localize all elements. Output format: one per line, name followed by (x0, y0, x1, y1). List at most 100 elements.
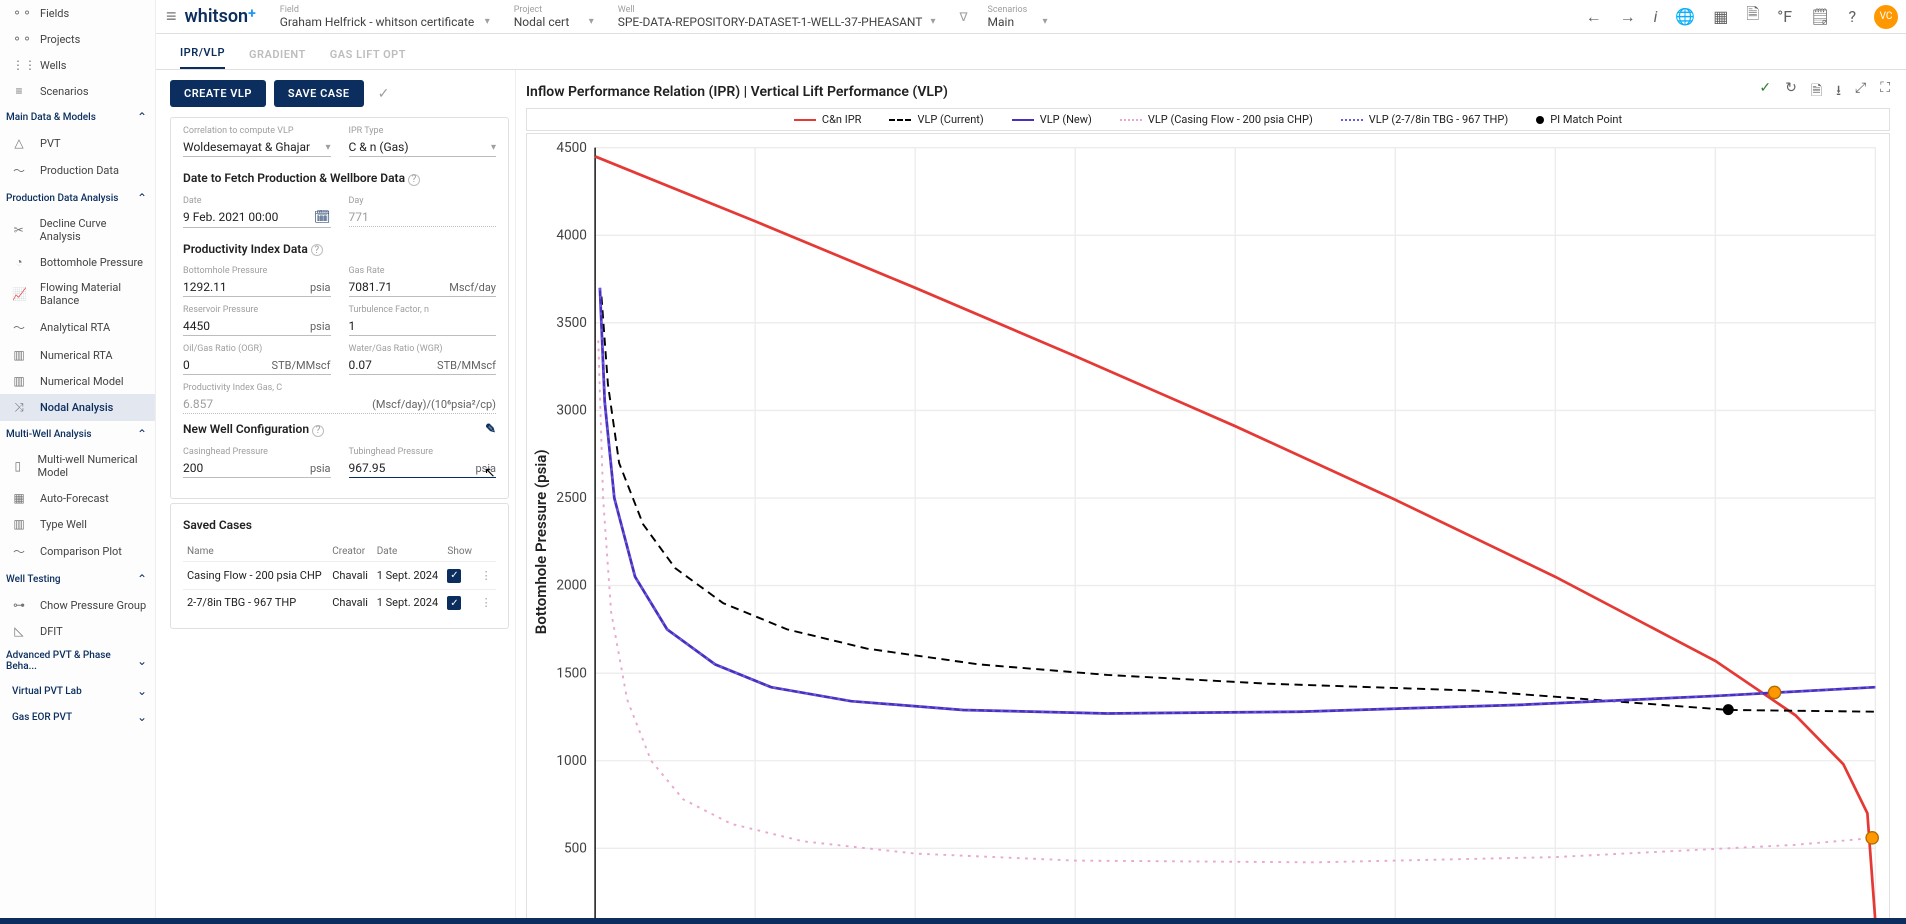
table-row[interactable]: Casing Flow - 200 psia CHPChavali1 Sept.… (183, 562, 496, 590)
well-selector[interactable]: WellSPE-DATA-REPOSITORY-DATASET-1-WELL-3… (618, 5, 936, 29)
bhp-field[interactable]: Bottomhole Pressure1292.11psia (183, 266, 331, 297)
chevron-icon: ⌃ (137, 110, 147, 124)
day-field: Day 771 (349, 196, 497, 228)
nav-section[interactable]: Gas EOR PVT⌄ (0, 704, 155, 730)
nav-item[interactable]: 📈Flowing Material Balance (0, 275, 155, 313)
svg-text:2500: 2500 (556, 490, 587, 506)
fullscreen-icon[interactable]: ⛶ (1880, 80, 1890, 104)
nav-projects[interactable]: ⚬⚬Projects (0, 26, 155, 52)
nav-item[interactable]: ◺DFIT (0, 618, 155, 644)
content-area: IPR/VLP GRADIENT GAS LIFT OPT CREATE VLP S… (156, 34, 1906, 918)
help-icon[interactable]: ? (311, 244, 323, 256)
nav-section[interactable]: Virtual PVT Lab⌄ (0, 678, 155, 704)
show-checkbox[interactable]: ✓ (447, 569, 461, 583)
calendar-icon[interactable]: 🗓 (314, 210, 331, 225)
file-icon[interactable]: 🗎 (1746, 3, 1759, 30)
date-section-header: Date to Fetch Production & Wellbore Data (183, 171, 405, 185)
nav-section[interactable]: Well Testing⌃ (0, 566, 155, 592)
nav-item[interactable]: ✂Decline Curve Analysis (0, 211, 155, 249)
tab[interactable]: GRADIENT (249, 40, 306, 69)
chevron-icon: ⌄ (137, 684, 147, 698)
expand-icon[interactable]: ⤢ (1855, 80, 1866, 104)
nav-section[interactable]: Multi-Well Analysis⌃ (0, 421, 155, 447)
nav-section[interactable]: Main Data & Models⌃ (0, 104, 155, 130)
correlation-field[interactable]: Correlation to compute VLP Woldesemayat … (183, 126, 331, 157)
nav-item[interactable]: ▯Multi-well Numerical Model (0, 447, 155, 485)
nav-item[interactable]: 〜Production Data (0, 156, 155, 185)
help-icon[interactable]: ? (408, 174, 420, 186)
tab[interactable]: GAS LIFT OPT (330, 40, 406, 69)
date-field[interactable]: Date 9 Feb. 2021 00:00🗓 (183, 196, 331, 228)
chart-area[interactable]: 0100020003000400050006000700080005001000… (526, 133, 1890, 918)
legend-item: VLP (Current) (889, 113, 983, 126)
refresh-icon[interactable]: ↻ (1785, 80, 1797, 104)
help-icon[interactable]: ? (1848, 7, 1856, 26)
nav-item[interactable]: ◔Bottomhole Pressure (0, 249, 155, 275)
nav-section[interactable]: Production Data Analysis⌃ (0, 185, 155, 211)
nav-item[interactable]: △PVT (0, 130, 155, 156)
saved-cases-table: NameCreatorDateShow Casing Flow - 200 ps… (183, 542, 496, 616)
gasrate-field[interactable]: Gas Rate7081.71Mscf/day (349, 266, 497, 297)
project-selector[interactable]: ProjectNodal cert▾ (514, 5, 594, 29)
avatar[interactable]: VC (1874, 5, 1898, 29)
nav-forward-icon[interactable]: → (1620, 7, 1636, 27)
n-field[interactable]: Turbulence Factor, n1 (349, 305, 497, 336)
chevron-icon: ⌃ (137, 572, 147, 586)
scenario-selector[interactable]: Scenarios Main▾ (988, 5, 1048, 29)
note-icon[interactable]: 🗒 (1810, 7, 1830, 26)
chp-field[interactable]: Casinghead Pressure200psia (183, 447, 331, 478)
field-selector[interactable]: FieldGraham Helfrick - whitson certifica… (280, 5, 490, 29)
nav-back-icon[interactable]: ← (1586, 7, 1602, 27)
nav-scenarios[interactable]: ≡Scenarios (0, 78, 155, 104)
nav-item[interactable]: 〜Analytical RTA (0, 313, 155, 342)
nav-item[interactable]: ▦Auto-Forecast (0, 485, 155, 511)
grid-icon[interactable]: ▦ (1713, 7, 1728, 26)
filter-icon[interactable]: ∇ (959, 10, 967, 24)
saved-cases-header: Saved Cases (183, 518, 252, 532)
wgr-field[interactable]: Water/Gas Ratio (WGR)0.07STB/MMscf (349, 344, 497, 375)
show-checkbox[interactable]: ✓ (447, 596, 461, 610)
nav-wells[interactable]: ⋮⋮Wells (0, 52, 155, 78)
create-vlp-button[interactable]: CREATE VLP (170, 80, 266, 107)
edit-icon[interactable]: ✎ (485, 422, 496, 437)
nav-section[interactable]: Advanced PVT & Phase Beha...⌄ (0, 644, 155, 678)
export-pdf-icon[interactable]: 🗎 (1811, 80, 1822, 104)
nav-fields[interactable]: ⚬⚬Fields (0, 0, 155, 26)
hamburger-icon[interactable]: ≡ (166, 6, 177, 27)
save-case-button[interactable]: SAVE CASE (274, 80, 364, 107)
svg-text:Bottomhole Pressure (psia): Bottomhole Pressure (psia) (532, 449, 550, 634)
help-icon[interactable]: ? (312, 425, 324, 437)
logo: whitson+ (185, 6, 256, 27)
chevron-down-icon: ▾ (589, 16, 594, 27)
reservoir-pressure-field[interactable]: Reservoir Pressure4450psia (183, 305, 331, 336)
download-icon[interactable]: ⭳ (1836, 80, 1841, 104)
chevron-down-icon: ▾ (485, 16, 490, 27)
degF-icon[interactable]: °F (1777, 7, 1792, 26)
nav-item[interactable]: ⊶Chow Pressure Group (0, 592, 155, 618)
row-menu-icon[interactable]: ⋮ (477, 562, 496, 590)
info-icon[interactable]: i (1654, 7, 1658, 26)
check-icon[interactable]: ✓ (1759, 80, 1771, 104)
chevron-down-icon: ▾ (491, 142, 496, 153)
chevron-down-icon: ▾ (1042, 16, 1047, 27)
svg-text:3500: 3500 (556, 315, 587, 331)
ipr-type-field[interactable]: IPR Type C & n (Gas)▾ (349, 126, 497, 157)
nav-item[interactable]: ⤨Nodal Analysis (0, 394, 155, 421)
chevron-down-icon: ▾ (325, 142, 330, 153)
svg-text:4000: 4000 (556, 227, 587, 243)
row-menu-icon[interactable]: ⋮ (477, 589, 496, 616)
nav-item[interactable]: ▥Numerical RTA (0, 342, 155, 368)
chevron-icon: ⌃ (137, 427, 147, 441)
nav-item[interactable]: ▥Type Well (0, 511, 155, 537)
table-row[interactable]: 2-7/8in TBG - 967 THPChavali1 Sept. 2024… (183, 589, 496, 616)
thp-field[interactable]: Tubinghead Pressure967.95psia (349, 447, 497, 478)
nav-item[interactable]: ▥Numerical Model (0, 368, 155, 394)
chart-legend: C&n IPRVLP (Current)VLP (New)VLP (Casing… (526, 108, 1890, 131)
svg-text:1500: 1500 (556, 665, 587, 681)
ogr-field[interactable]: Oil/Gas Ratio (OGR)0STB/MMscf (183, 344, 331, 375)
toolbar-right: ← → i 🌐 ▦ 🗎 °F 🗒 ? VC (1586, 3, 1898, 30)
globe-icon[interactable]: 🌐 (1675, 7, 1695, 26)
svg-text:500: 500 (564, 840, 587, 856)
nav-item[interactable]: 〜Comparison Plot (0, 537, 155, 566)
tab[interactable]: IPR/VLP (180, 38, 225, 69)
